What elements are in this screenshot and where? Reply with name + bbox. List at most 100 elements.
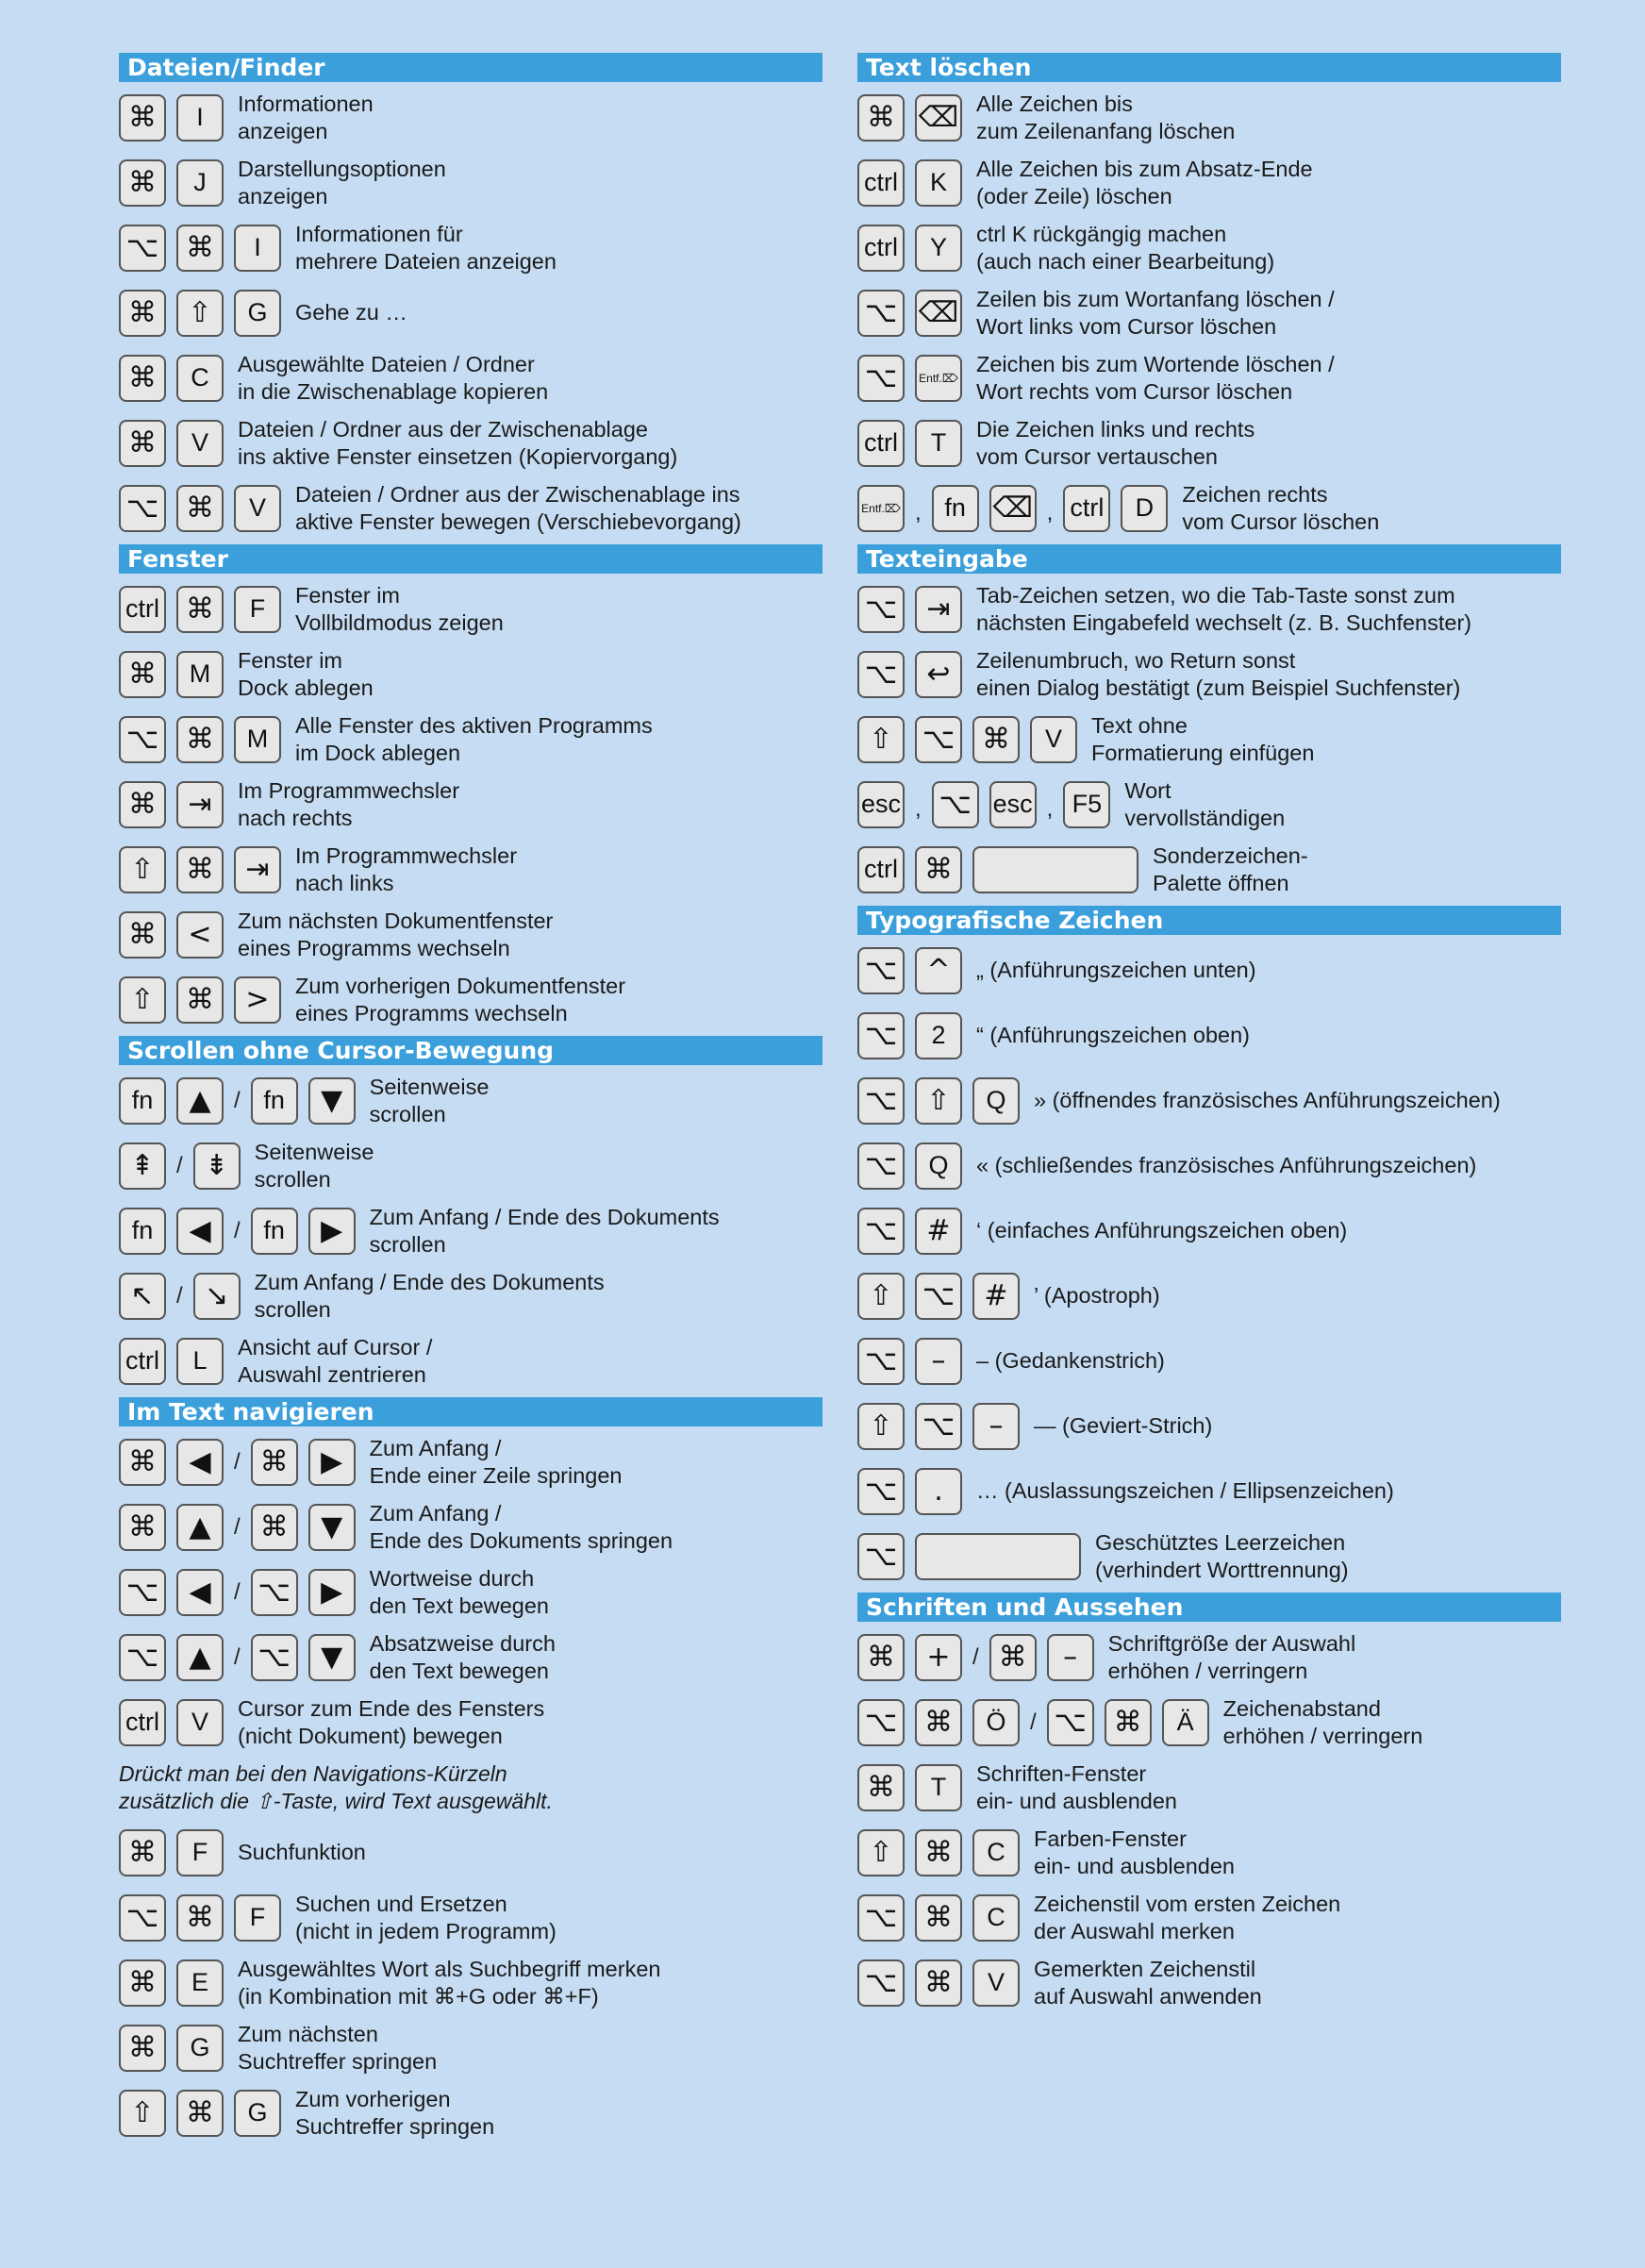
shortcut-description: Gemerkten Zeichenstil auf Auswahl anwende… — [1034, 1956, 1262, 2010]
description-line: ctrl K rückgängig machen — [976, 221, 1227, 246]
shortcut-description: Alle Zeichen bis zum Absatz-Ende (oder Ze… — [976, 156, 1313, 210]
command-key: ⌘ — [989, 1633, 1037, 1681]
shortcut-row: esc, ⌥ esc, F5 Wort vervollständigen — [857, 772, 1561, 837]
key-y: Y — [915, 224, 962, 272]
key-combo: ↖ / ↘ — [119, 1272, 251, 1320]
description-line: Ansicht auf Cursor / — [238, 1334, 433, 1359]
key-combo: ⌘ G — [119, 2024, 234, 2072]
description-line: Zeichenabstand — [1222, 1695, 1381, 1721]
key-fn: fn — [931, 484, 979, 532]
section-title: Typografische Zeichen — [857, 905, 1561, 935]
shortcut-description: ctrl K rückgängig machen (auch nach einer… — [976, 221, 1274, 275]
description-line: ein- und ausblenden — [1034, 1853, 1235, 1878]
description-line: vom Cursor vertauschen — [976, 443, 1218, 469]
shortcut-row: ⌘ + / ⌘ – Schriftgröße der Auswahl erhöhen / v… — [857, 1625, 1561, 1690]
key-v: V — [972, 1959, 1020, 2007]
option-key: ⌥ — [857, 1893, 905, 1942]
key-combo: ⌥ # — [857, 1207, 972, 1255]
option-key: ⌥ — [857, 1698, 905, 1746]
key-: # — [915, 1207, 962, 1255]
option-key: ⌥ — [915, 1402, 962, 1450]
description-line: » (öffnendes französisches Anführungszei… — [1034, 1088, 1501, 1112]
arrow-right-key: ▶ — [307, 1568, 356, 1616]
description-line: Wort — [1124, 777, 1171, 803]
command-key: ⌘ — [176, 2089, 224, 2137]
command-key: ⌘ — [915, 1828, 962, 1876]
forward-delete-key: Entf.⌦ — [857, 484, 905, 532]
command-key: ⌘ — [176, 976, 224, 1024]
key-combo: ctrl L — [119, 1337, 234, 1385]
description-line: nach links — [295, 870, 394, 895]
shift-key: ⇧ — [119, 845, 166, 893]
section-header: Texteingabe — [857, 541, 1561, 576]
shortcut-description: Sonderzeichen- Palette öffnen — [1153, 842, 1308, 897]
key-: – — [915, 1337, 962, 1385]
shortcut-row: ⌘ ⇧ G Gehe zu … — [119, 280, 822, 345]
key-combo: ⇧ ⌥ # — [857, 1272, 1030, 1320]
shortcut-row: ⇧ ⌘ ⇥ Im Programmwechsler nach links — [119, 837, 822, 902]
option-key: ⌥ — [857, 1011, 905, 1059]
shortcut-row: ⌥ ⌘ V Gemerkten Zeichenstil auf Auswahl anwe… — [857, 1950, 1561, 2015]
key-fn: fn — [250, 1207, 298, 1255]
key-v: V — [234, 484, 281, 532]
shortcut-description: Schriftgröße der Auswahl erhöhen / verrin… — [1108, 1630, 1356, 1685]
section-header: Text löschen — [857, 49, 1561, 85]
description-line: Cursor zum Ende des Fensters — [238, 1695, 545, 1721]
shortcut-row: ⌘ V Dateien / Ordner aus der Zwischenablag… — [119, 410, 822, 475]
description-line: mehrere Dateien anzeigen — [295, 248, 557, 274]
description-line: Palette öffnen — [1153, 870, 1289, 895]
command-key: ⌘ — [119, 158, 166, 207]
option-key: ⌥ — [250, 1568, 298, 1616]
description-line: nächsten Eingabefeld wechselt (z. B. Suc… — [976, 609, 1472, 635]
shortcut-description: Seitenweise scrollen — [255, 1139, 374, 1193]
arrow-down-key: ▼ — [307, 1633, 356, 1681]
key-combo: ⌥ ▲ / ⌥ ▼ — [119, 1633, 366, 1681]
shortcut-row: ⌥ – – (Gedankenstrich) — [857, 1328, 1561, 1393]
command-key: ⌘ — [176, 845, 224, 893]
shortcut-row: ⌥ ⌫ Zeilen bis zum Wortanfang löschen / Wor… — [857, 280, 1561, 345]
shortcut-description: Fenster im Vollbildmodus zeigen — [295, 582, 504, 637]
shortcut-row: ⌥ ⌘ V Dateien / Ordner aus der Zwischenabla… — [119, 475, 822, 541]
command-key: ⌘ — [119, 2024, 166, 2072]
description-line: Wort rechts vom Cursor löschen — [976, 378, 1293, 404]
shortcut-description: – (Gedankenstrich) — [976, 1347, 1165, 1375]
key-ctrl: ctrl — [119, 1337, 166, 1385]
shortcut-description: Ausgewähltes Wort als Suchbegriff merken… — [238, 1956, 660, 2010]
description-line: Tab-Zeichen setzen, wo die Tab-Taste son… — [976, 582, 1455, 608]
key-combo: ⌥ ⌫ — [857, 289, 972, 337]
shortcut-description: ’ (Apostroph) — [1034, 1282, 1160, 1309]
shortcut-row: ⌘ E Ausgewähltes Wort als Suchbegriff merk… — [119, 1950, 822, 2015]
option-key: ⌥ — [857, 650, 905, 698]
shortcut-row: Entf.⌦, fn ⌫, ctrl D Zeichen rechts vom Cursor… — [857, 475, 1561, 541]
description-line: “ (Anführungszeichen oben) — [976, 1023, 1251, 1047]
key-combo: ⌥ Q — [857, 1142, 972, 1190]
option-key: ⌥ — [119, 1568, 166, 1616]
key-combo: ⌥ 2 — [857, 1011, 972, 1059]
option-key: ⌥ — [857, 289, 905, 337]
shortcut-row: ⇧ ⌥ – — (Geviert-Strich) — [857, 1393, 1561, 1459]
section-header: Im Text navigieren — [119, 1393, 822, 1429]
key-fn: fn — [119, 1076, 166, 1125]
shift-key: ⇧ — [857, 1272, 905, 1320]
command-key: ⌘ — [119, 1959, 166, 2007]
key-combo: ctrl ⌘ F — [119, 585, 291, 633]
return-key: ↩ — [915, 650, 962, 698]
description-line: „ (Anführungszeichen unten) — [976, 958, 1256, 982]
key-combo: ⌘ T — [857, 1763, 972, 1811]
description-line: nach rechts — [238, 805, 353, 830]
key-combo: ⌘ ⇧ G — [119, 289, 291, 337]
shortcut-row: ⌥ ⌘ M Alle Fenster des aktiven Programms im … — [119, 707, 822, 772]
shortcut-description: Schriften-Fenster ein- und ausblenden — [976, 1760, 1177, 1815]
arrow-up-key: ▲ — [176, 1633, 224, 1681]
key-g: G — [176, 2024, 224, 2072]
section-header: Fenster — [119, 541, 822, 576]
description-line: « (schließendes französisches Anführungs… — [976, 1153, 1477, 1177]
option-key: ⌥ — [119, 224, 166, 272]
key-combo: esc, ⌥ esc, F5 — [857, 780, 1121, 828]
page-up-key: ⇞ — [119, 1142, 166, 1190]
key-combo: ⌘ + / ⌘ – — [857, 1633, 1105, 1681]
shortcut-description: Informationen anzeigen — [238, 91, 374, 145]
command-key: ⌘ — [119, 1503, 166, 1551]
shortcut-row: ⌥ ^ „ (Anführungszeichen unten) — [857, 938, 1561, 1003]
shortcut-row: ⇧ ⌘ > Zum vorherigen Dokumentfenster eines P… — [119, 967, 822, 1032]
